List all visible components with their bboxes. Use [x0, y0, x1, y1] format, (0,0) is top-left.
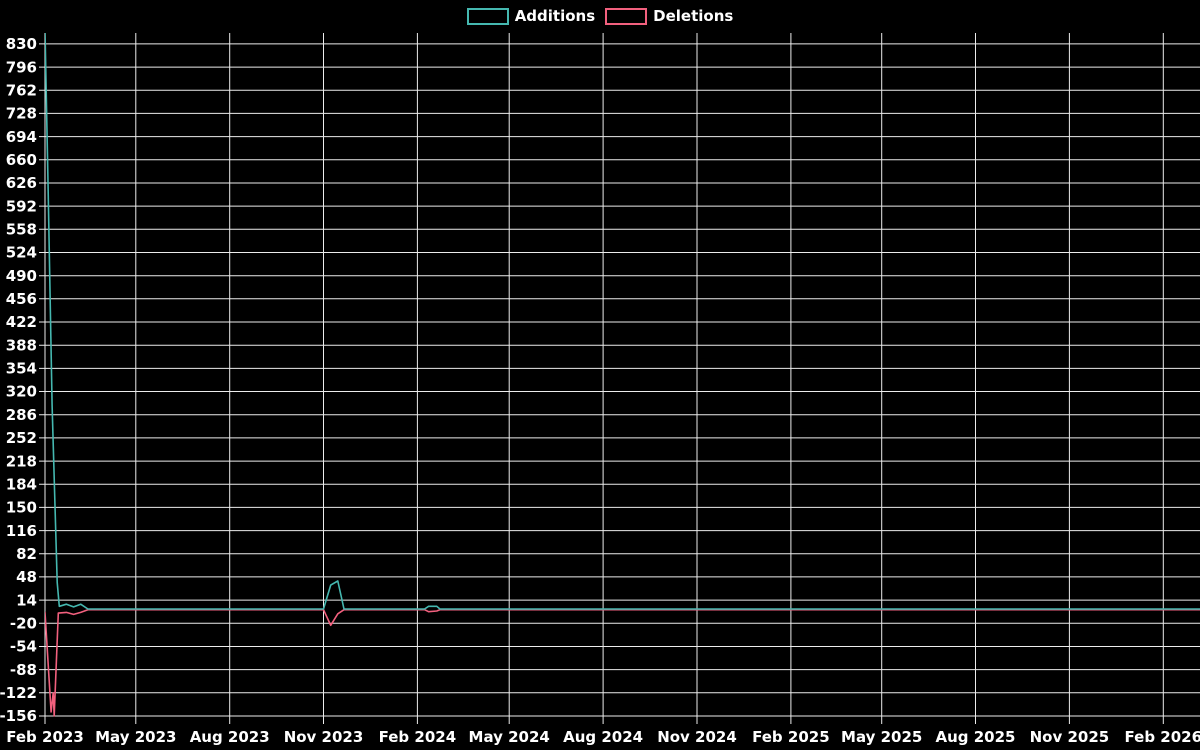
deletions-swatch — [605, 8, 648, 25]
legend-item-deletions[interactable]: Deletions — [605, 8, 733, 25]
y-tick-label: 456 — [6, 290, 37, 308]
y-tick-label: -88 — [10, 661, 37, 679]
y-tick-label: 490 — [6, 267, 37, 285]
y-tick-label: 694 — [6, 128, 37, 146]
legend-label-deletions: Deletions — [653, 7, 734, 25]
y-tick-label: 762 — [6, 82, 37, 100]
x-tick-label: Nov 2024 — [657, 728, 737, 746]
x-axis-labels: Feb 2023 May 2023 Aug 2023 Nov 2023 Feb 2024… — [6, 728, 1200, 746]
y-tick-label: -54 — [10, 638, 37, 656]
y-tick-label: 660 — [6, 151, 37, 169]
legend-label-additions: Additions — [514, 7, 596, 25]
y-tick-label: -20 — [10, 615, 37, 633]
additions-swatch — [466, 8, 509, 25]
y-tick-label: 116 — [6, 522, 37, 540]
x-tick-label: May 2024 — [469, 728, 550, 746]
x-tick-label: Nov 2025 — [1030, 728, 1110, 746]
y-tick-label: 48 — [16, 568, 37, 586]
y-tick-label: 150 — [6, 499, 37, 517]
y-tick-label: 82 — [16, 545, 37, 563]
y-axis-labels: 830 796 762 728 694 660 626 592 558 524 490 456 422 3… — [0, 35, 37, 725]
x-tick-label: Feb 2026 — [1125, 728, 1200, 746]
x-tick-label: Aug 2024 — [563, 728, 643, 746]
y-tick-label: -156 — [0, 707, 37, 725]
y-tick-label: 592 — [6, 197, 37, 215]
y-tick-label: 184 — [6, 475, 37, 493]
y-tick-label: 14 — [16, 591, 37, 609]
additions-line — [45, 33, 1200, 610]
y-tick-label: 354 — [6, 360, 37, 378]
x-tick-label: Nov 2023 — [284, 728, 364, 746]
x-tick-label: Aug 2023 — [190, 728, 270, 746]
x-tick-label: Feb 2025 — [752, 728, 830, 746]
y-tick-label: 252 — [6, 429, 37, 447]
y-tick-label: 388 — [6, 336, 37, 354]
x-tick-label: May 2023 — [95, 728, 176, 746]
y-tick-label: 422 — [6, 313, 37, 331]
y-tick-label: 286 — [6, 406, 37, 424]
y-tick-label: -122 — [0, 684, 37, 702]
chart-legend: Additions Deletions — [0, 8, 1200, 25]
y-tick-label: 728 — [6, 105, 37, 123]
x-tick-label: Feb 2023 — [6, 728, 84, 746]
legend-item-additions[interactable]: Additions — [466, 7, 596, 25]
x-tick-label: May 2025 — [841, 728, 922, 746]
x-tick-label: Feb 2024 — [379, 728, 457, 746]
y-tick-label: 524 — [6, 244, 37, 262]
y-tick-label: 218 — [6, 452, 37, 470]
x-tick-label: Aug 2025 — [936, 728, 1016, 746]
y-tick-label: 320 — [6, 383, 37, 401]
y-tick-label: 796 — [6, 58, 37, 76]
deletions-line — [45, 608, 1200, 717]
y-tick-label: 626 — [6, 174, 37, 192]
gridlines — [39, 33, 1200, 724]
y-tick-label: 558 — [6, 221, 37, 239]
y-tick-label: 830 — [6, 35, 37, 53]
data-series — [45, 33, 1200, 717]
